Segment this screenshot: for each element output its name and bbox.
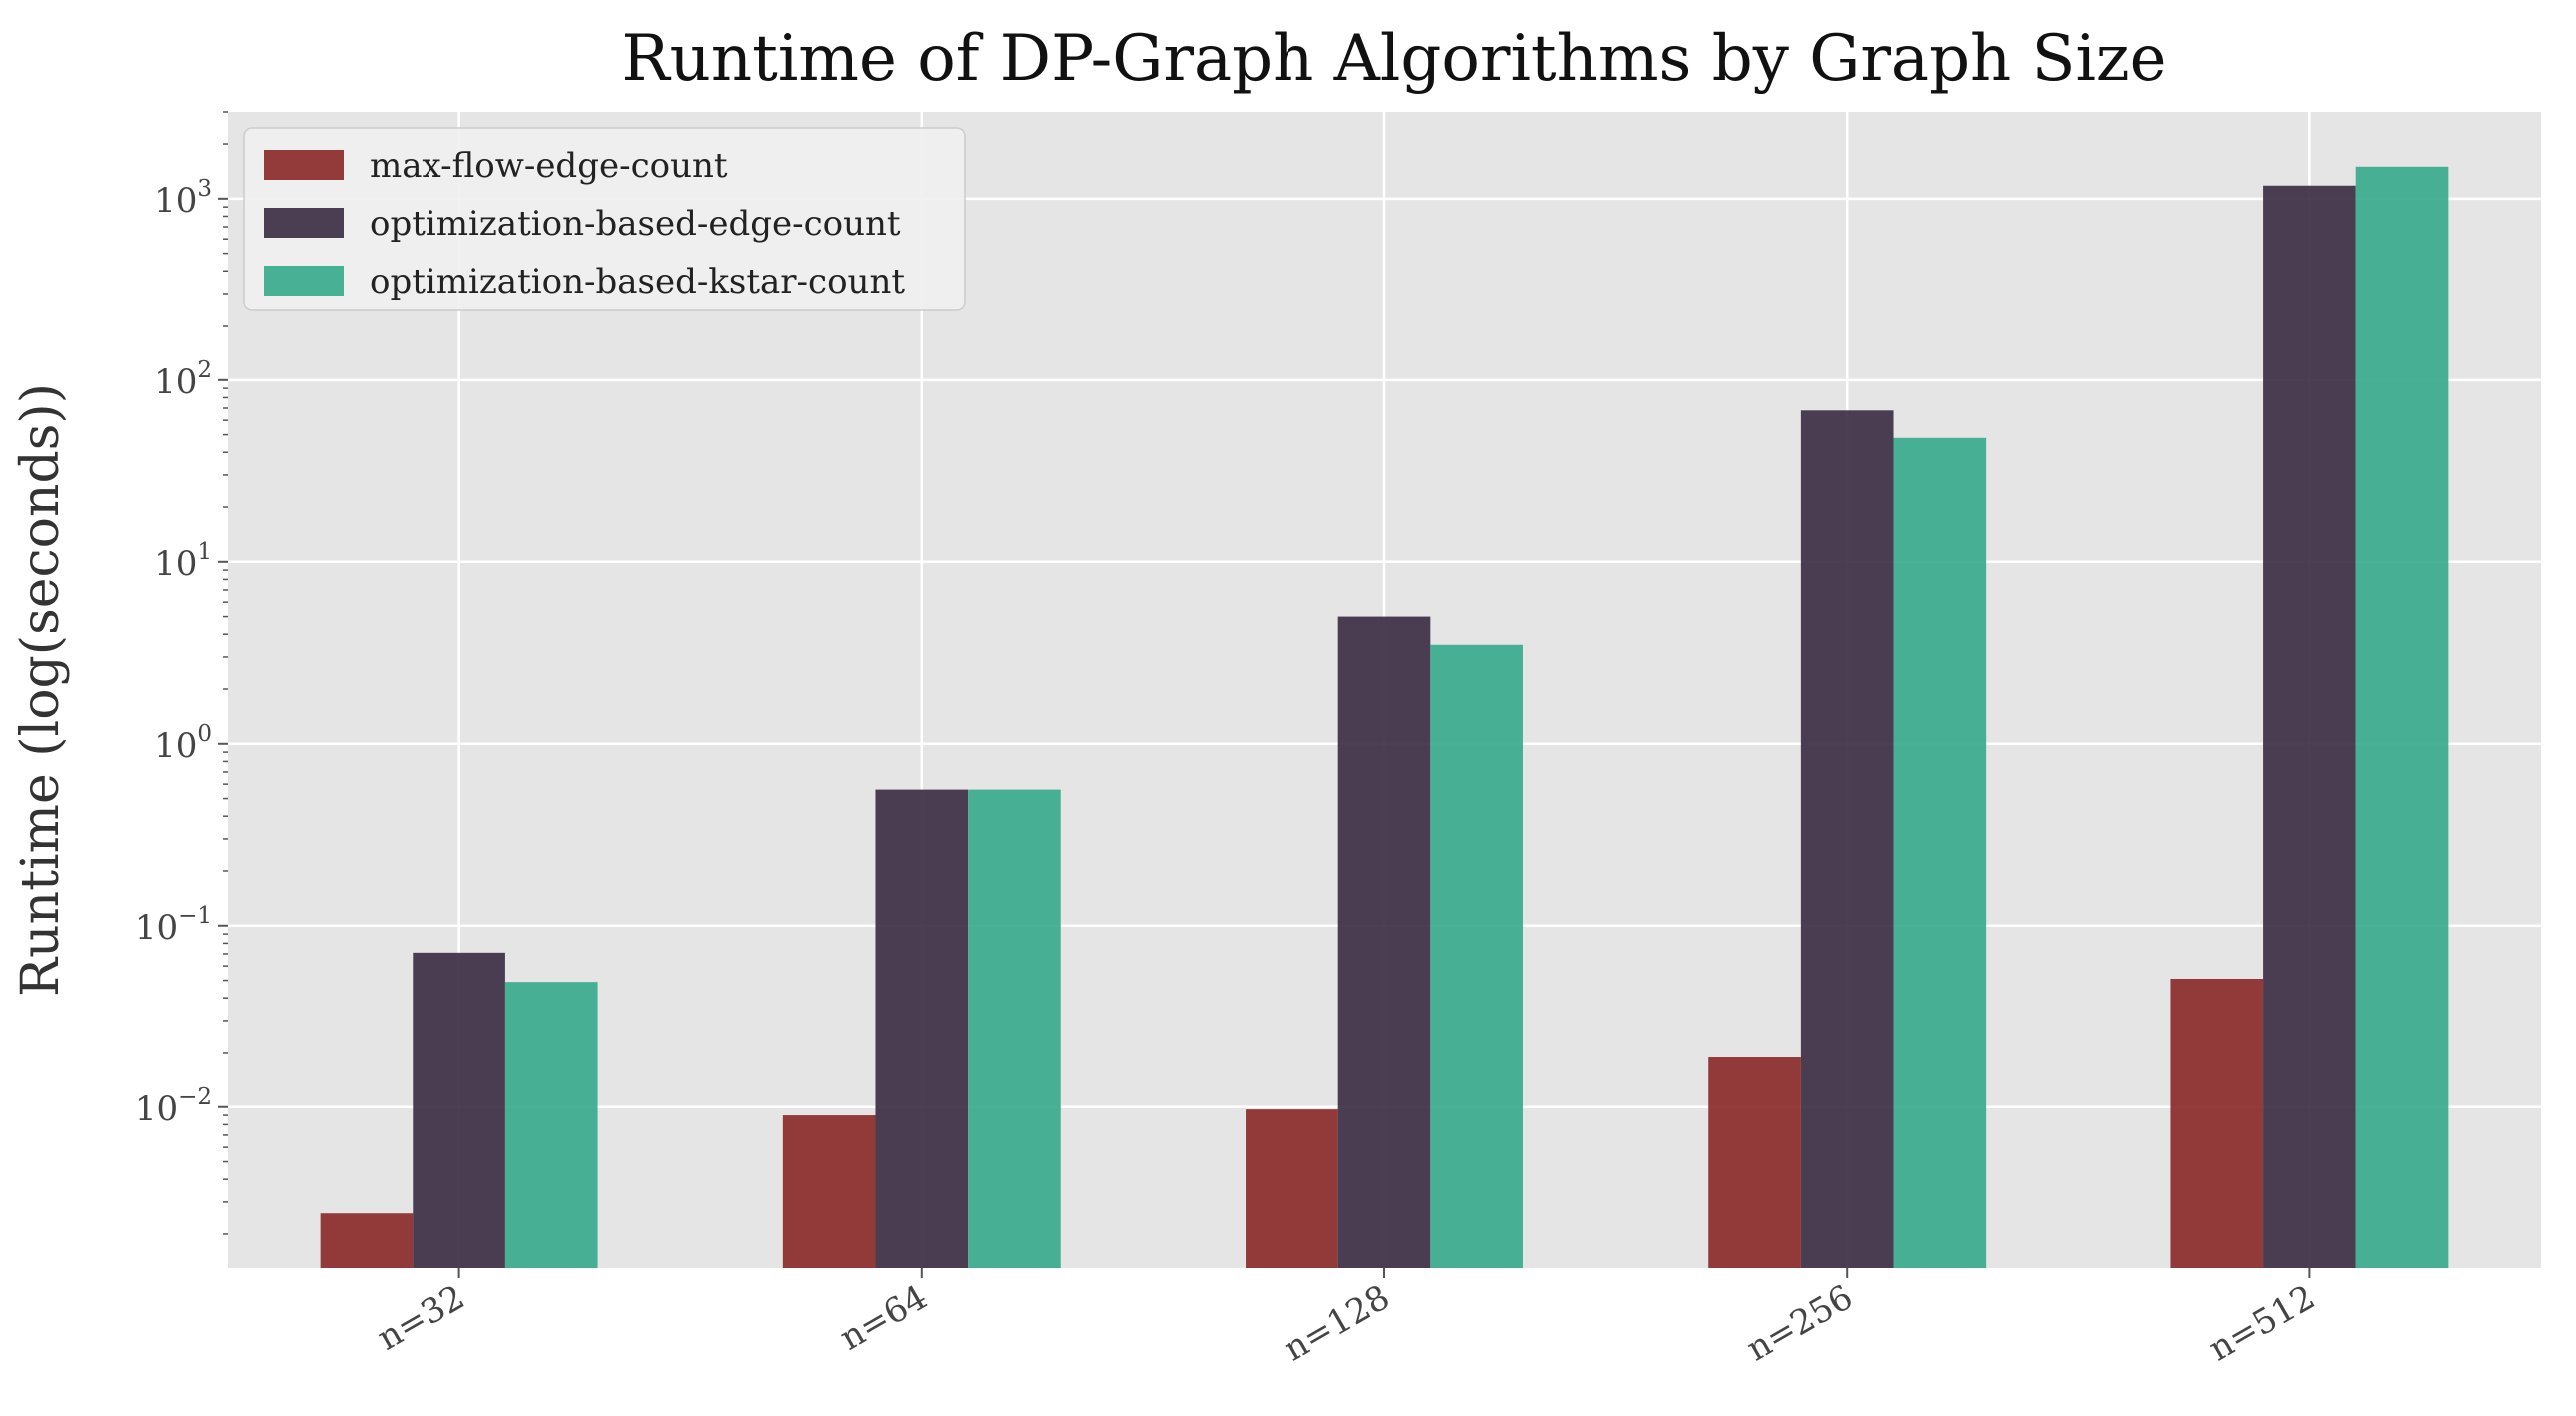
x-axis: n=32 n=64 n=128 n=256 n=512 [371, 1268, 2322, 1369]
legend-box [243, 127, 966, 311]
legend-swatch [264, 208, 344, 238]
legend-swatch [264, 266, 344, 296]
bar-max-flow-edge-count [2170, 978, 2264, 1268]
y-tick-label: 10−2 [135, 1084, 212, 1129]
bar-optimization-based-kstar-count [1893, 437, 1987, 1268]
y-tick-label: 100 [154, 721, 212, 766]
bar-optimization-based-edge-count [2263, 185, 2356, 1268]
bar-optimization-based-edge-count [1337, 616, 1431, 1268]
bar-optimization-based-edge-count [875, 789, 969, 1268]
legend-label: max-flow-edge-count [370, 146, 728, 186]
x-tick-label: n=512 [2202, 1277, 2322, 1369]
bar-max-flow-edge-count [782, 1115, 876, 1268]
bar-optimization-based-kstar-count [2355, 166, 2449, 1268]
bar-max-flow-edge-count [1246, 1109, 1338, 1268]
x-tick-label: n=256 [1740, 1277, 1860, 1369]
y-tick-label: 102 [154, 357, 212, 402]
bar-optimization-based-kstar-count [1430, 644, 1523, 1268]
y-axis: 10−2 10−1 100 101 102 103 [135, 111, 228, 1235]
legend: max-flow-edge-count optimization-based-ed… [243, 127, 966, 311]
x-tick-label: n=32 [371, 1277, 471, 1358]
y-tick-label: 10−1 [135, 903, 212, 948]
x-tick-label: n=128 [1278, 1277, 1397, 1369]
legend-swatch [264, 150, 344, 180]
y-tick-label: 103 [154, 176, 212, 221]
legend-label: optimization-based-edge-count [370, 204, 901, 244]
bar-max-flow-edge-count [1708, 1057, 1801, 1268]
bars [320, 166, 2449, 1268]
bar-optimization-based-kstar-count [504, 982, 598, 1268]
bar-optimization-based-edge-count [1800, 410, 1894, 1268]
legend-label: optimization-based-kstar-count [370, 262, 905, 302]
bar-optimization-based-kstar-count [968, 789, 1061, 1268]
chart-title: Runtime of DP-Graph Algorithms by Graph … [621, 22, 2166, 96]
x-tick-label: n=64 [833, 1277, 934, 1358]
y-axis-label: Runtime (log(seconds)) [11, 383, 71, 997]
y-tick-label: 101 [154, 539, 212, 584]
bar-max-flow-edge-count [320, 1213, 414, 1268]
bar-optimization-based-edge-count [413, 952, 505, 1268]
